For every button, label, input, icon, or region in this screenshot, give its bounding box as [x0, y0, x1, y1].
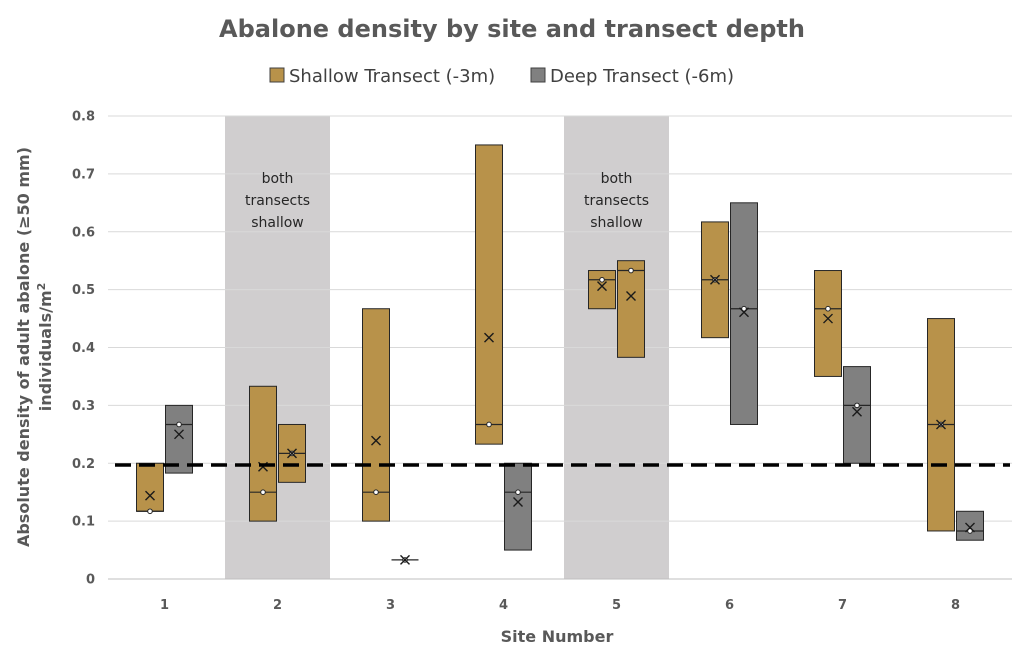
mean-marker-site-3-shallow [371, 435, 381, 446]
legend-swatch-deep [530, 67, 546, 83]
x-tick-label-1: 1 [160, 598, 169, 613]
mean-marker-site-6-deep [739, 307, 749, 318]
y-axis-units-exponent: 2 [35, 283, 48, 291]
box-site-1-shallow [136, 462, 164, 512]
y-axis-units: individuals/m [36, 290, 55, 411]
box-site-4-shallow [475, 144, 503, 445]
mean-marker-site-1-shallow [145, 490, 155, 501]
mean-marker-site-4-shallow [484, 332, 494, 343]
x-axis-title: Site Number [501, 627, 614, 646]
x-tick-label-8: 8 [951, 598, 960, 613]
box-site-1-deep [165, 404, 193, 474]
y-axis-ticks: 0 0.1 0.2 0.3 0.4 0.5 0.6 0.7 0.8 [72, 110, 95, 588]
median-marker-site-2-shallow [260, 489, 266, 495]
median-marker-site-5-deep [628, 267, 634, 274]
median-marker-site-5-shallow [599, 276, 605, 283]
legend-swatch-shallow [269, 67, 285, 83]
median-marker-site-1-deep [176, 421, 182, 428]
y-tick-label-0: 0 [86, 573, 95, 588]
median-marker-site-7-deep [854, 402, 860, 409]
mean-marker-site-8-deep [965, 522, 975, 533]
median-marker-site-1-shallow [147, 508, 153, 515]
shaded-site-annotations: both transects shallow both transects shallow [245, 171, 649, 231]
box-site-5-shallow [588, 270, 616, 310]
box-site-4-deep [504, 462, 532, 551]
box-site-7-shallow [814, 270, 842, 377]
y-tick-label-0-6: 0.6 [72, 225, 95, 240]
mean-marker-site-1-deep [174, 429, 184, 440]
box-site-6-deep [730, 202, 758, 425]
median-marker-site-7-shallow [825, 305, 831, 312]
x-tick-label-6: 6 [725, 598, 734, 613]
y-tick-label-0-8: 0.8 [72, 110, 95, 125]
median-marker-site-8-deep [967, 528, 973, 534]
y-tick-label-0-1: 0.1 [72, 515, 95, 530]
median-marker-site-3-shallow [373, 489, 379, 495]
shaded-annotation-site-2-line-1: both [262, 171, 294, 187]
y-axis-title-line1: Absolute density of adult abalone (≥50 m… [14, 147, 33, 547]
y-tick-label-0-5: 0.5 [72, 283, 95, 298]
chart-title: Abalone density by site and transect dep… [219, 15, 805, 43]
shaded-annotation-site-2-line-3: shallow [251, 215, 304, 231]
median-marker-site-4-shallow [486, 421, 492, 428]
box-site-2-shallow [249, 385, 277, 522]
median-marker-site-4-deep [515, 489, 521, 495]
x-tick-label-2: 2 [273, 598, 282, 613]
mean-marker-site-8-shallow [936, 419, 946, 430]
x-tick-label-4: 4 [499, 598, 508, 613]
mean-marker-site-5-deep [626, 290, 636, 301]
shaded-annotation-site-5-line-1: both [601, 171, 633, 187]
median-marker-site-6-deep [741, 305, 747, 312]
box-site-3-shallow [362, 308, 390, 522]
legend-label-shallow: Shallow Transect (-3m) [289, 66, 495, 87]
x-tick-label-7: 7 [838, 598, 847, 613]
x-tick-label-5: 5 [612, 598, 621, 613]
series-deep-transect-6m [165, 202, 984, 565]
mean-marker-site-4-deep [513, 497, 523, 508]
box-site-8-deep [956, 510, 984, 541]
mean-marker-site-7-shallow [823, 313, 833, 324]
mean-marker-site-7-deep [852, 406, 862, 417]
shaded-annotation-site-5-line-3: shallow [590, 215, 643, 231]
x-tick-label-3: 3 [386, 598, 395, 613]
y-tick-label-0-3: 0.3 [72, 399, 95, 414]
legend-label-deep: Deep Transect (-6m) [550, 66, 734, 87]
x-axis-ticks: 1 2 3 4 5 6 7 8 [160, 598, 960, 613]
mean-marker-site-6-shallow [710, 274, 720, 285]
legend: Shallow Transect (-3m) Deep Transect (-6… [269, 66, 734, 87]
mean-marker-site-3-deep [400, 554, 410, 565]
box-series [136, 144, 984, 565]
shaded-annotation-site-2-line-2: transects [245, 193, 310, 209]
y-tick-label-0-7: 0.7 [72, 167, 95, 182]
y-tick-label-0-4: 0.4 [72, 341, 95, 356]
mean-marker-site-5-shallow [597, 281, 607, 292]
y-axis-title-line2: individuals/m2 [35, 283, 56, 412]
mean-marker-site-2-deep [287, 448, 297, 459]
box-site-7-deep [843, 366, 871, 464]
box-site-5-deep [617, 260, 645, 358]
y-tick-label-0-2: 0.2 [72, 457, 95, 472]
series-shallow-transect-3m [136, 144, 955, 532]
shaded-annotation-site-5-line-2: transects [584, 193, 649, 209]
